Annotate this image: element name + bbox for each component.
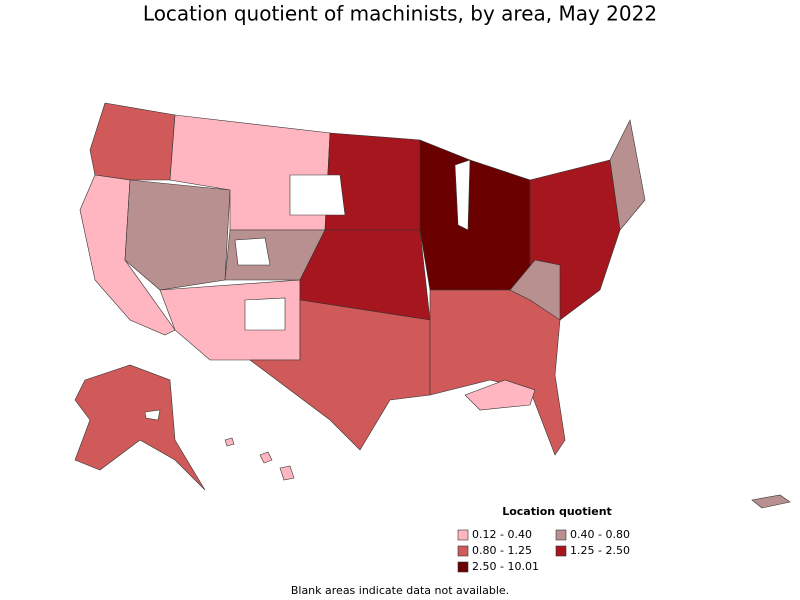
legend-swatch: [457, 545, 469, 557]
legend-swatch: [555, 529, 567, 541]
legend-swatch: [555, 545, 567, 557]
legend-label: 2.50 - 10.01: [472, 560, 539, 573]
legend-label: 1.25 - 2.50: [570, 544, 630, 557]
map-title: Location quotient of machinists, by area…: [143, 2, 657, 26]
legend-label: 0.40 - 0.80: [570, 528, 630, 541]
legend-label: 0.12 - 0.40: [472, 528, 532, 541]
no-data-area: [234, 237, 271, 266]
legend-swatch: [457, 529, 469, 541]
no-data-area: [244, 297, 286, 331]
map-area: [609, 119, 646, 231]
map-area: [464, 379, 536, 411]
no-data-area: [289, 174, 346, 216]
no-data-area: [144, 409, 161, 421]
map-area: [419, 139, 531, 291]
map-area: [124, 179, 231, 291]
great-lake: [454, 159, 471, 231]
us-map: [74, 102, 791, 509]
map-area: [429, 289, 566, 456]
hawaii: [259, 451, 273, 464]
footnote: Blank areas indicate data not available.: [291, 584, 509, 597]
hawaii: [224, 437, 235, 447]
legend-label: 0.80 - 1.25: [472, 544, 532, 557]
puerto-rico: [751, 494, 791, 509]
legend-swatch: [457, 561, 469, 573]
map-area: [509, 259, 561, 321]
hawaii: [279, 465, 295, 481]
map-area: [89, 102, 176, 181]
legend-title: Location quotient: [502, 505, 612, 518]
alaska: [74, 364, 206, 491]
legend: 0.12 - 0.40 0.40 - 0.80 0.80 - 1.25 1.25 - …: [457, 528, 630, 573]
